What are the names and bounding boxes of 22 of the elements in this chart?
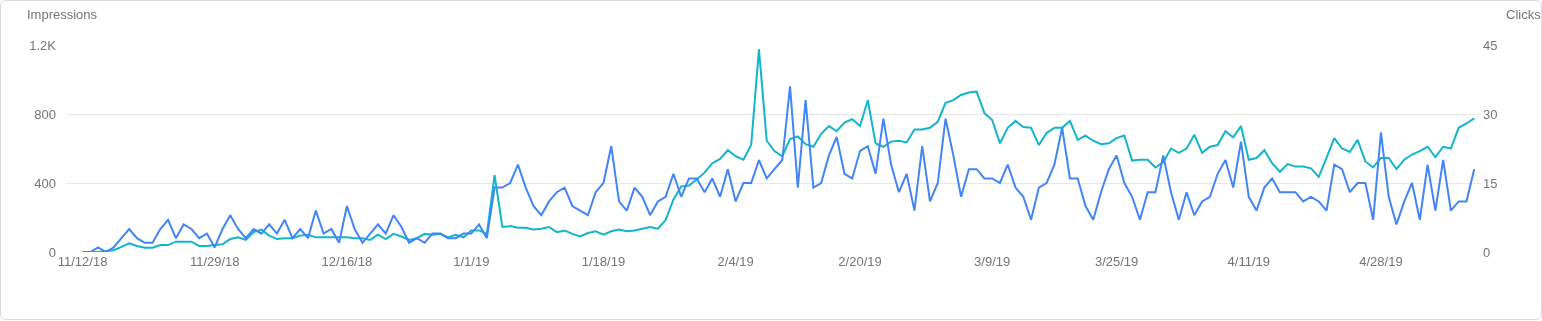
x-tick-label: 3/9/19 — [974, 254, 1011, 269]
y2-tick-label: 45 — [1483, 37, 1498, 53]
y2-axis-title: Clicks — [1506, 7, 1542, 22]
y-tick-label: 400 — [34, 175, 56, 191]
x-tick-label: 1/18/19 — [581, 254, 626, 269]
y-tick-label: 1.2K — [29, 37, 57, 53]
y2-tick-label: 0 — [1483, 244, 1491, 260]
x-tick-label: 2/20/19 — [838, 254, 882, 269]
y2-tick-label: 30 — [1483, 106, 1498, 122]
x-tick-label: 11/12/18 — [57, 254, 108, 269]
y-axis-title: Impressions — [27, 7, 98, 22]
x-tick-label: 1/1/19 — [453, 254, 490, 269]
x-tick-label: 4/28/19 — [1359, 254, 1403, 269]
x-tick-label: 12/16/18 — [321, 254, 373, 269]
x-tick-label: 4/11/19 — [1227, 254, 1270, 269]
y-tick-label: 800 — [34, 106, 56, 122]
line-series — [81, 85, 1476, 252]
x-tick-label: 3/25/19 — [1094, 254, 1139, 269]
x-tick-label: 11/29/18 — [189, 254, 240, 269]
y2-tick-label: 15 — [1483, 175, 1498, 191]
x-tick-label: 2/4/19 — [717, 254, 754, 269]
y-tick-label: 0 — [48, 244, 56, 260]
